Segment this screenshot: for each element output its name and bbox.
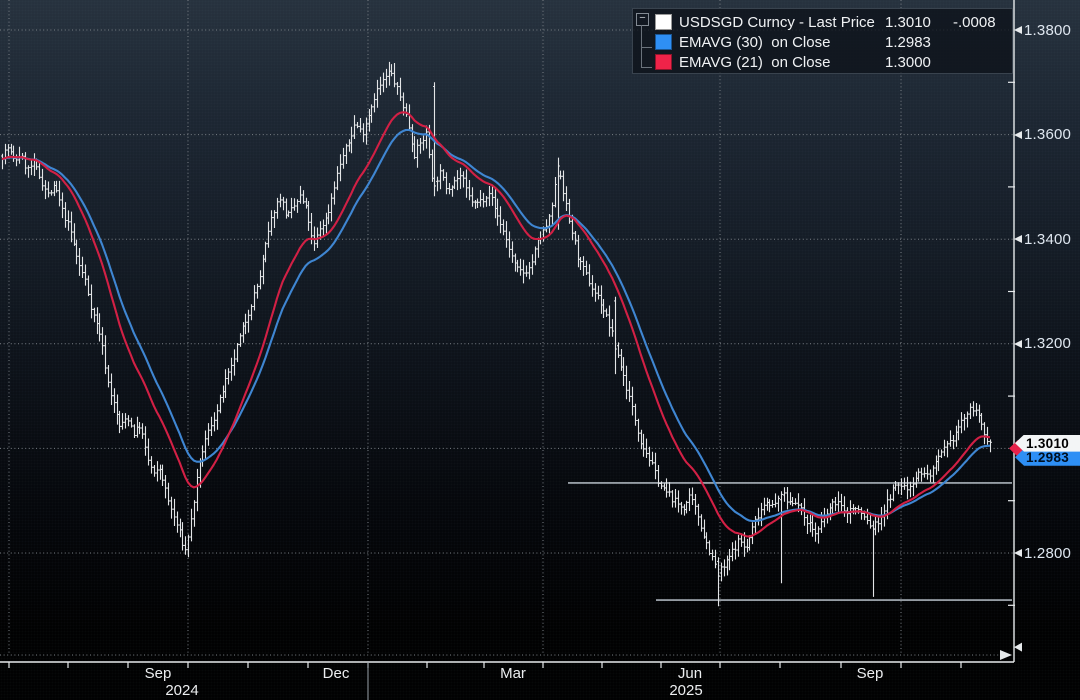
time-baseline-arrow	[1000, 650, 1012, 660]
series-value: 1.3010	[885, 13, 931, 31]
y-label-arrow	[1014, 549, 1022, 557]
x-axis-month-label: Jun	[677, 665, 703, 682]
y-axis-label: 1.3400	[1014, 231, 1071, 248]
series-value: 1.2983	[885, 33, 931, 51]
time-axis[interactable]: Sep Dec Mar Jun Sep 2024 2025	[0, 662, 1014, 700]
series-label: EMAVG (21) on Close	[679, 53, 831, 71]
y-axis-label: 1.2800	[1014, 545, 1071, 562]
price-axis[interactable]: 1.3800 1.3600 1.3400 1.3200 1.2800	[1014, 0, 1080, 662]
series-swatch-ema21	[655, 54, 672, 70]
y-label-arrow	[1014, 235, 1022, 244]
y-axis-label: 1.3600	[1014, 126, 1071, 143]
ema30-line	[1, 128, 991, 523]
y-edge-arrow	[1014, 642, 1022, 652]
y-label-arrow	[1014, 339, 1022, 348]
series-change: -.0008	[953, 13, 996, 31]
legend-item-emavg-30[interactable]: EMAVG (30) on Close 1.2983	[655, 32, 1006, 52]
y-axis-label: 1.3200	[1014, 335, 1071, 352]
x-axis-month-label: Mar	[500, 665, 526, 682]
x-axis-year-label: 2025	[669, 682, 703, 699]
series-label: USDSGD Curncy - Last Price	[679, 13, 875, 31]
legend-tree-branch	[641, 67, 652, 68]
series-label: EMAVG (30) on Close	[679, 33, 831, 51]
series-swatch-last-price	[655, 14, 672, 30]
x-axis-month-label: Dec	[322, 665, 350, 682]
legend-tree-branch	[641, 47, 652, 48]
x-axis-year-label: 2024	[165, 682, 199, 699]
y-label-arrow	[1014, 26, 1022, 34]
ohlc-bars	[1, 61, 992, 607]
x-axis-month-label: Sep	[144, 665, 172, 682]
y-axis-label: 1.3800	[1014, 22, 1071, 39]
legend-item-emavg-21[interactable]: EMAVG (21) on Close 1.3000	[655, 52, 1006, 72]
price-marker-last: 1.3010	[1015, 434, 1080, 452]
series-value: 1.3000	[885, 53, 931, 71]
ema21-line	[1, 111, 991, 538]
y-label-arrow	[1014, 130, 1022, 139]
price-marker-ema30: 1.2983	[1015, 448, 1080, 466]
legend-tree-connector	[641, 25, 642, 67]
legend-collapse-button[interactable]: −	[636, 13, 649, 26]
series-swatch-ema30	[655, 34, 672, 50]
legend-item-last-price[interactable]: USDSGD Curncy - Last Price 1.3010 -.0008	[655, 12, 1006, 32]
x-axis-month-label: Sep	[856, 665, 884, 682]
chart-legend: − USDSGD Curncy - Last Price 1.3010 -.00…	[632, 8, 1013, 74]
